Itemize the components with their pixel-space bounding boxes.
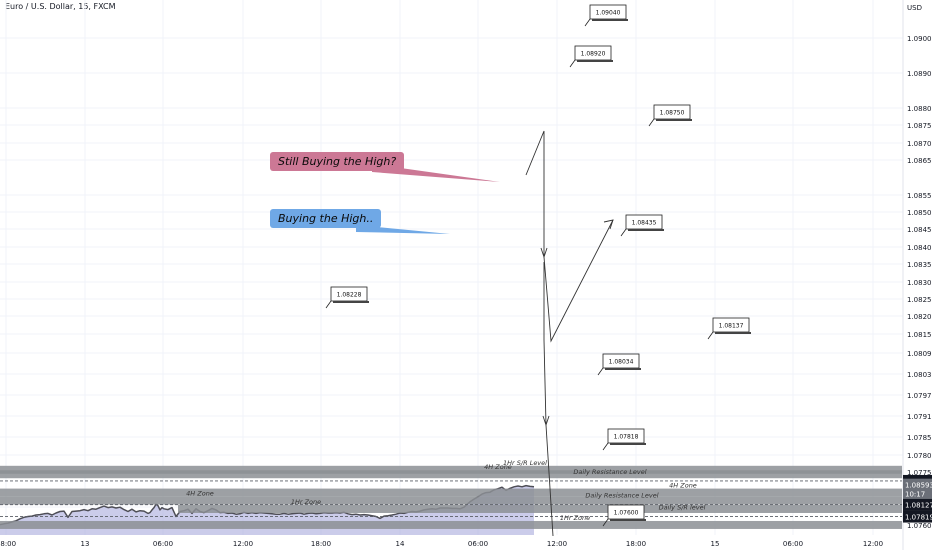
price-box-pointer	[325, 300, 332, 309]
price-box-shadow	[333, 301, 369, 303]
y-tick-label: 1.08650	[907, 157, 932, 165]
price-box-pointer	[707, 331, 714, 340]
y-tick-label: 1.07910	[907, 413, 932, 421]
price-box-shadow	[610, 519, 646, 521]
y-tick-label: 1.08090	[907, 350, 932, 358]
arrowhead-mid	[540, 247, 548, 259]
level-label: 4H Zone	[669, 482, 697, 490]
levels: 1Hr S/R Level 1.09040 4H Zone 1.08920 Daily …	[0, 4, 902, 529]
price-box-shadow	[610, 443, 646, 445]
projection-arrows	[525, 130, 614, 537]
y-tick-label: 1.07800	[907, 452, 932, 460]
pointer-still-buying	[372, 164, 500, 182]
zone-band	[0, 520, 902, 529]
y-tick-label: 1.09000	[907, 35, 932, 43]
y-tick-label: 1.08700	[907, 140, 932, 148]
y-tick-label: 1.08800	[907, 105, 932, 113]
axes: USD 1.09000 1.08900 1.08800 1.08750 1.08700 1…	[902, 0, 932, 550]
countdown-value: 10:17	[905, 491, 925, 499]
projection-arrow-down	[543, 262, 554, 537]
symbol-title: Euro / U.S. Dollar, 15, FXCM	[5, 2, 116, 11]
level-label: Daily Resistance Level	[573, 468, 646, 476]
price-tag-value: 1.08127	[905, 502, 932, 510]
y-tick-label: 1.08750	[907, 122, 932, 130]
price-box-shadow	[605, 368, 641, 370]
x-tick-label: 18:00	[626, 540, 646, 548]
level-label: 1Hr Zone	[560, 514, 590, 522]
level-label: Daily Resistance Level	[585, 492, 658, 500]
x-tick-label: 06:00	[783, 540, 803, 548]
price-box-value: 1.08750	[660, 110, 685, 117]
price-box-shadow	[656, 119, 692, 121]
zone-band	[0, 470, 902, 479]
zone-band	[0, 496, 902, 505]
x-tick-label: 06:00	[153, 540, 173, 548]
y-tick-label: 1.08400	[907, 244, 932, 252]
y-tick-label: 1.08250	[907, 296, 932, 304]
x-tick-label: 12:00	[863, 540, 883, 548]
price-box-pointer	[569, 59, 576, 68]
price-tag	[903, 510, 932, 523]
price-box-value: 1.07600	[614, 510, 639, 517]
price-box-pointer	[584, 18, 591, 27]
zone-band	[0, 465, 902, 474]
y-tick-label: 1.07850	[907, 434, 932, 442]
y-tick-label: 1.07600	[907, 522, 932, 530]
zone-band	[178, 504, 902, 513]
price-box-value: 1.08137	[719, 323, 744, 330]
y-tick-label: 1.08450	[907, 226, 932, 234]
price-box-pointer	[602, 518, 609, 527]
price-box-value: 1.08920	[581, 51, 606, 58]
price-box-pointer	[648, 118, 655, 127]
price-box-value: 1.09040	[596, 10, 621, 17]
y-tick-label: 1.07750	[907, 469, 932, 477]
callout-buying-the-high: Buying the High..	[270, 209, 382, 228]
price-box-shadow	[592, 19, 628, 21]
price-box-value: 1.08228	[337, 292, 362, 299]
price-box-pointer	[602, 442, 609, 451]
grid-lines: 18:00 13 06:00 12:00 18:00 14 06:00 12:00 18:00 1…	[0, 0, 903, 548]
projection-arrow-up	[525, 130, 614, 343]
x-tick-label: 06:00	[468, 540, 488, 548]
arrowhead-up	[603, 219, 614, 230]
price-box-pointer	[597, 367, 604, 376]
y-tick-label: 1.08200	[907, 313, 932, 321]
current-price-tag	[903, 478, 932, 499]
y-tick-label: 1.08030	[907, 371, 932, 379]
price-box-value: 1.08435	[632, 220, 657, 227]
level-label: 1Hr Zone	[291, 498, 321, 506]
y-tick-label: 1.07970	[907, 392, 932, 400]
level-label: 4H Zone	[484, 463, 512, 471]
x-tick-label: 13	[81, 540, 90, 548]
currency-label: USD	[907, 4, 922, 12]
price-tag-value: 1.07819	[905, 514, 932, 522]
y-tick-label: 1.08500	[907, 209, 932, 217]
current-price-value: 1.08593	[905, 482, 932, 490]
y-tick-label: 1.08150	[907, 331, 932, 339]
price-box-shadow	[577, 60, 613, 62]
y-tick-label: 1.08350	[907, 261, 932, 269]
price-box-pointer	[620, 228, 627, 237]
level-label: 4H Zone	[186, 490, 214, 498]
callout-still-buying-the-high: Still Buying the High?	[270, 152, 405, 171]
x-tick-label: 12:00	[233, 540, 253, 548]
price-box-value: 1.08034	[609, 359, 634, 366]
zone-band	[0, 488, 902, 497]
level-label: Daily S/R level	[659, 504, 706, 512]
arrowhead-down	[542, 415, 550, 427]
x-tick-label: 15	[711, 540, 720, 548]
y-tick-label: 1.08550	[907, 192, 932, 200]
x-tick-label: 14	[396, 540, 405, 548]
level-label: 1Hr S/R Level	[503, 459, 547, 467]
price-box-shadow	[628, 229, 664, 231]
x-tick-label: 18:00	[311, 540, 331, 548]
x-tick-label: 18:00	[0, 540, 16, 548]
price-box-shadow	[715, 332, 751, 334]
y-tick-label: 1.08300	[907, 279, 932, 287]
y-tick-label: 1.08900	[907, 70, 932, 78]
x-tick-label: 12:00	[547, 540, 567, 548]
price-tag	[903, 498, 932, 511]
price-box-value: 1.07818	[614, 434, 639, 441]
